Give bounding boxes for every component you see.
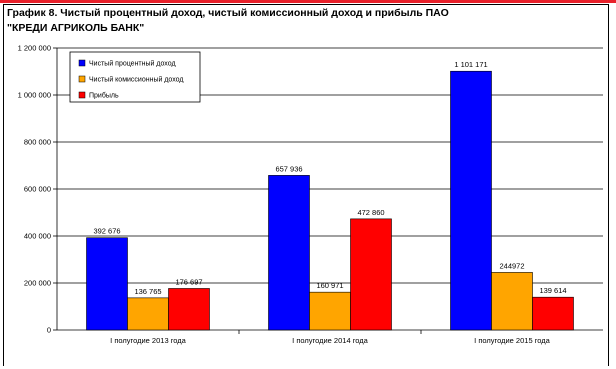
bar <box>350 218 392 331</box>
bar <box>450 70 492 331</box>
bar <box>309 291 351 331</box>
legend-label: Чистый процентный доход <box>89 60 176 68</box>
data-label: 244972 <box>499 261 524 270</box>
y-tick-label: 200 000 <box>24 279 51 288</box>
data-label: 160 971 <box>316 281 343 290</box>
y-tick-label: 600 000 <box>24 185 51 194</box>
data-label: 176 697 <box>175 277 202 286</box>
legend-label: Прибыль <box>89 92 119 100</box>
data-label: 472 860 <box>357 208 384 217</box>
bar <box>268 175 310 331</box>
legend-swatch <box>78 91 86 99</box>
bar <box>491 272 533 331</box>
data-label: 392 676 <box>93 227 120 236</box>
data-label: 1 101 171 <box>454 60 487 69</box>
legend-label: Чистый комиссионный доход <box>89 76 184 84</box>
data-label: 136 765 <box>134 287 161 296</box>
data-label: 139 614 <box>539 286 566 295</box>
bar <box>86 237 128 331</box>
y-tick-label: 1 000 000 <box>18 91 51 100</box>
bar <box>532 296 574 331</box>
bar <box>127 297 169 331</box>
bar <box>168 288 210 331</box>
y-tick-label: 1 200 000 <box>18 44 51 53</box>
chart-frame <box>3 4 609 366</box>
x-tick-label: I полугодие 2013 года <box>110 336 186 345</box>
y-tick-label: 400 000 <box>24 232 51 241</box>
chart-title: График 8. Чистый процентный доход, чисты… <box>7 7 449 34</box>
y-tick-label: 0 <box>47 326 51 335</box>
top-accent-bar <box>0 0 616 3</box>
legend-swatch <box>78 59 86 67</box>
x-tick-label: I полугодие 2015 года <box>474 336 550 345</box>
x-tick-label: I полугодие 2014 года <box>292 336 368 345</box>
y-tick-label: 800 000 <box>24 138 51 147</box>
legend-box <box>69 51 201 103</box>
legend-swatch <box>78 75 86 83</box>
data-label: 657 936 <box>275 164 302 173</box>
